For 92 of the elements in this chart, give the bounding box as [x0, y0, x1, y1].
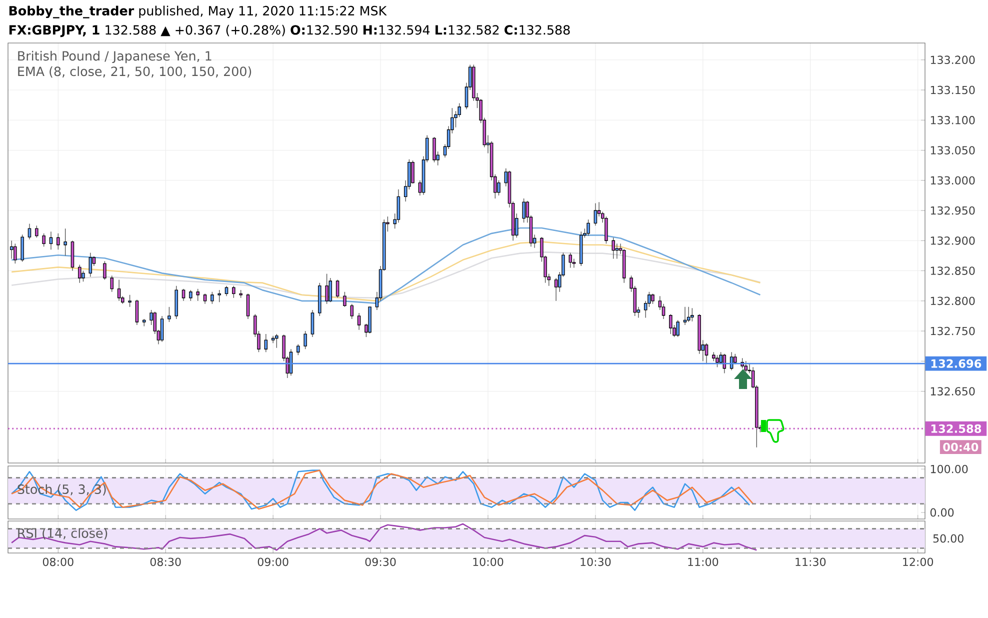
y-tick-label: 133.050 [930, 146, 975, 154]
candlestick [168, 306, 171, 322]
candlestick [196, 288, 200, 302]
candlestick [82, 270, 85, 282]
x-tick-label: 10:30 [580, 558, 611, 566]
candlestick [117, 279, 121, 302]
candlestick [304, 330, 307, 350]
candlestick [203, 293, 207, 304]
y-tick-label: 133.100 [930, 116, 975, 124]
candlestick [232, 286, 236, 298]
candlestick [594, 202, 598, 226]
candlestick [78, 264, 82, 284]
candlestick [572, 258, 576, 268]
candlestick [28, 223, 32, 240]
candlestick [651, 293, 654, 304]
chart-title: RSI (14, close) [18, 528, 108, 540]
candlestick [128, 294, 132, 308]
text: 00:40 [943, 442, 978, 452]
candlestick [88, 252, 92, 278]
candlestick [14, 243, 17, 264]
candlestick [343, 292, 346, 308]
x-tick-label: 08:00 [42, 558, 74, 566]
y-tick-label: 100.00 [930, 464, 968, 474]
candlestick [522, 198, 526, 223]
x-tick-label: 09:00 [258, 558, 288, 566]
candlestick [586, 219, 590, 236]
candlestick [210, 292, 214, 304]
candlestick [357, 312, 361, 330]
candlestick [42, 233, 46, 247]
candlestick [103, 260, 106, 280]
y-tick-label: 132.650 [930, 387, 975, 396]
candlestick [35, 225, 38, 238]
candlestick [110, 275, 114, 292]
candlestick [396, 189, 400, 223]
x-tick-label: 10:00 [473, 558, 504, 566]
x-tick-label: 11:00 [688, 558, 718, 566]
text: 50.00 [933, 534, 964, 543]
y-tick-label: 132.800 [930, 296, 975, 306]
candlestick [612, 237, 615, 260]
ref-line-label: 132.588 [931, 424, 982, 433]
candlestick [275, 334, 278, 348]
candlestick [615, 243, 619, 260]
candlestick [224, 286, 228, 296]
candlestick [686, 306, 690, 322]
candlestick [135, 299, 139, 326]
candlestick [669, 314, 672, 334]
candlestick [704, 342, 708, 365]
candlestick [64, 228, 67, 256]
candlestick [497, 180, 500, 196]
candlestick [432, 136, 436, 163]
text: EMA (8, close, 21, 50, 100, 150, 200) [18, 66, 252, 78]
x-tick-label: 11:30 [796, 558, 826, 566]
y-tick-label: 133.000 [930, 176, 975, 185]
candlestick [336, 279, 340, 298]
candlestick [246, 293, 250, 320]
candlestick [350, 304, 354, 320]
candlestick [325, 273, 328, 304]
candlestick [56, 233, 60, 250]
text: British Pound / Japanese Yen, 1 [18, 50, 212, 64]
y-tick-label: 133.200 [930, 56, 975, 64]
candlestick [683, 306, 687, 326]
candlestick [310, 310, 314, 338]
y-tick-label: 132.950 [930, 206, 975, 215]
y-tick-label: 132.900 [930, 236, 975, 245]
text: Bobby_the_trader published, May 11, 2020 11:15:22 MSK [9, 6, 387, 18]
candlestick [49, 231, 53, 250]
candlestick [719, 352, 722, 365]
candlestick [744, 360, 748, 372]
ref-line-label: 132.696 [931, 359, 982, 368]
x-tick-label: 12:00 [903, 558, 934, 566]
candlestick [10, 240, 14, 260]
candlestick [296, 344, 300, 356]
candlestick [676, 320, 680, 338]
candlestick [411, 160, 414, 184]
y-tick-label: 0.00 [930, 508, 954, 517]
candlestick [189, 290, 192, 302]
candlestick [554, 278, 558, 302]
candlestick [271, 336, 275, 344]
x-tick-label: 08:30 [150, 558, 181, 566]
candlestick [328, 278, 332, 302]
y-tick-label: 132.750 [930, 326, 975, 336]
candlestick [690, 308, 694, 322]
candlestick [716, 354, 719, 368]
y-tick-label: 132.850 [930, 266, 975, 275]
x-tick-label: 09:30 [365, 558, 396, 566]
candlestick [20, 234, 24, 262]
candlestick [182, 288, 186, 302]
y-tick-label: 133.150 [930, 86, 975, 94]
candlestick [160, 316, 164, 342]
candlestick [218, 290, 221, 302]
text: FX:GBPJPY, 1 132.588 ▲ +0.367 (+0.28%) O:132.590 H:132.594 L:132.582 C:132.588 [9, 24, 570, 38]
candlestick [264, 334, 268, 352]
